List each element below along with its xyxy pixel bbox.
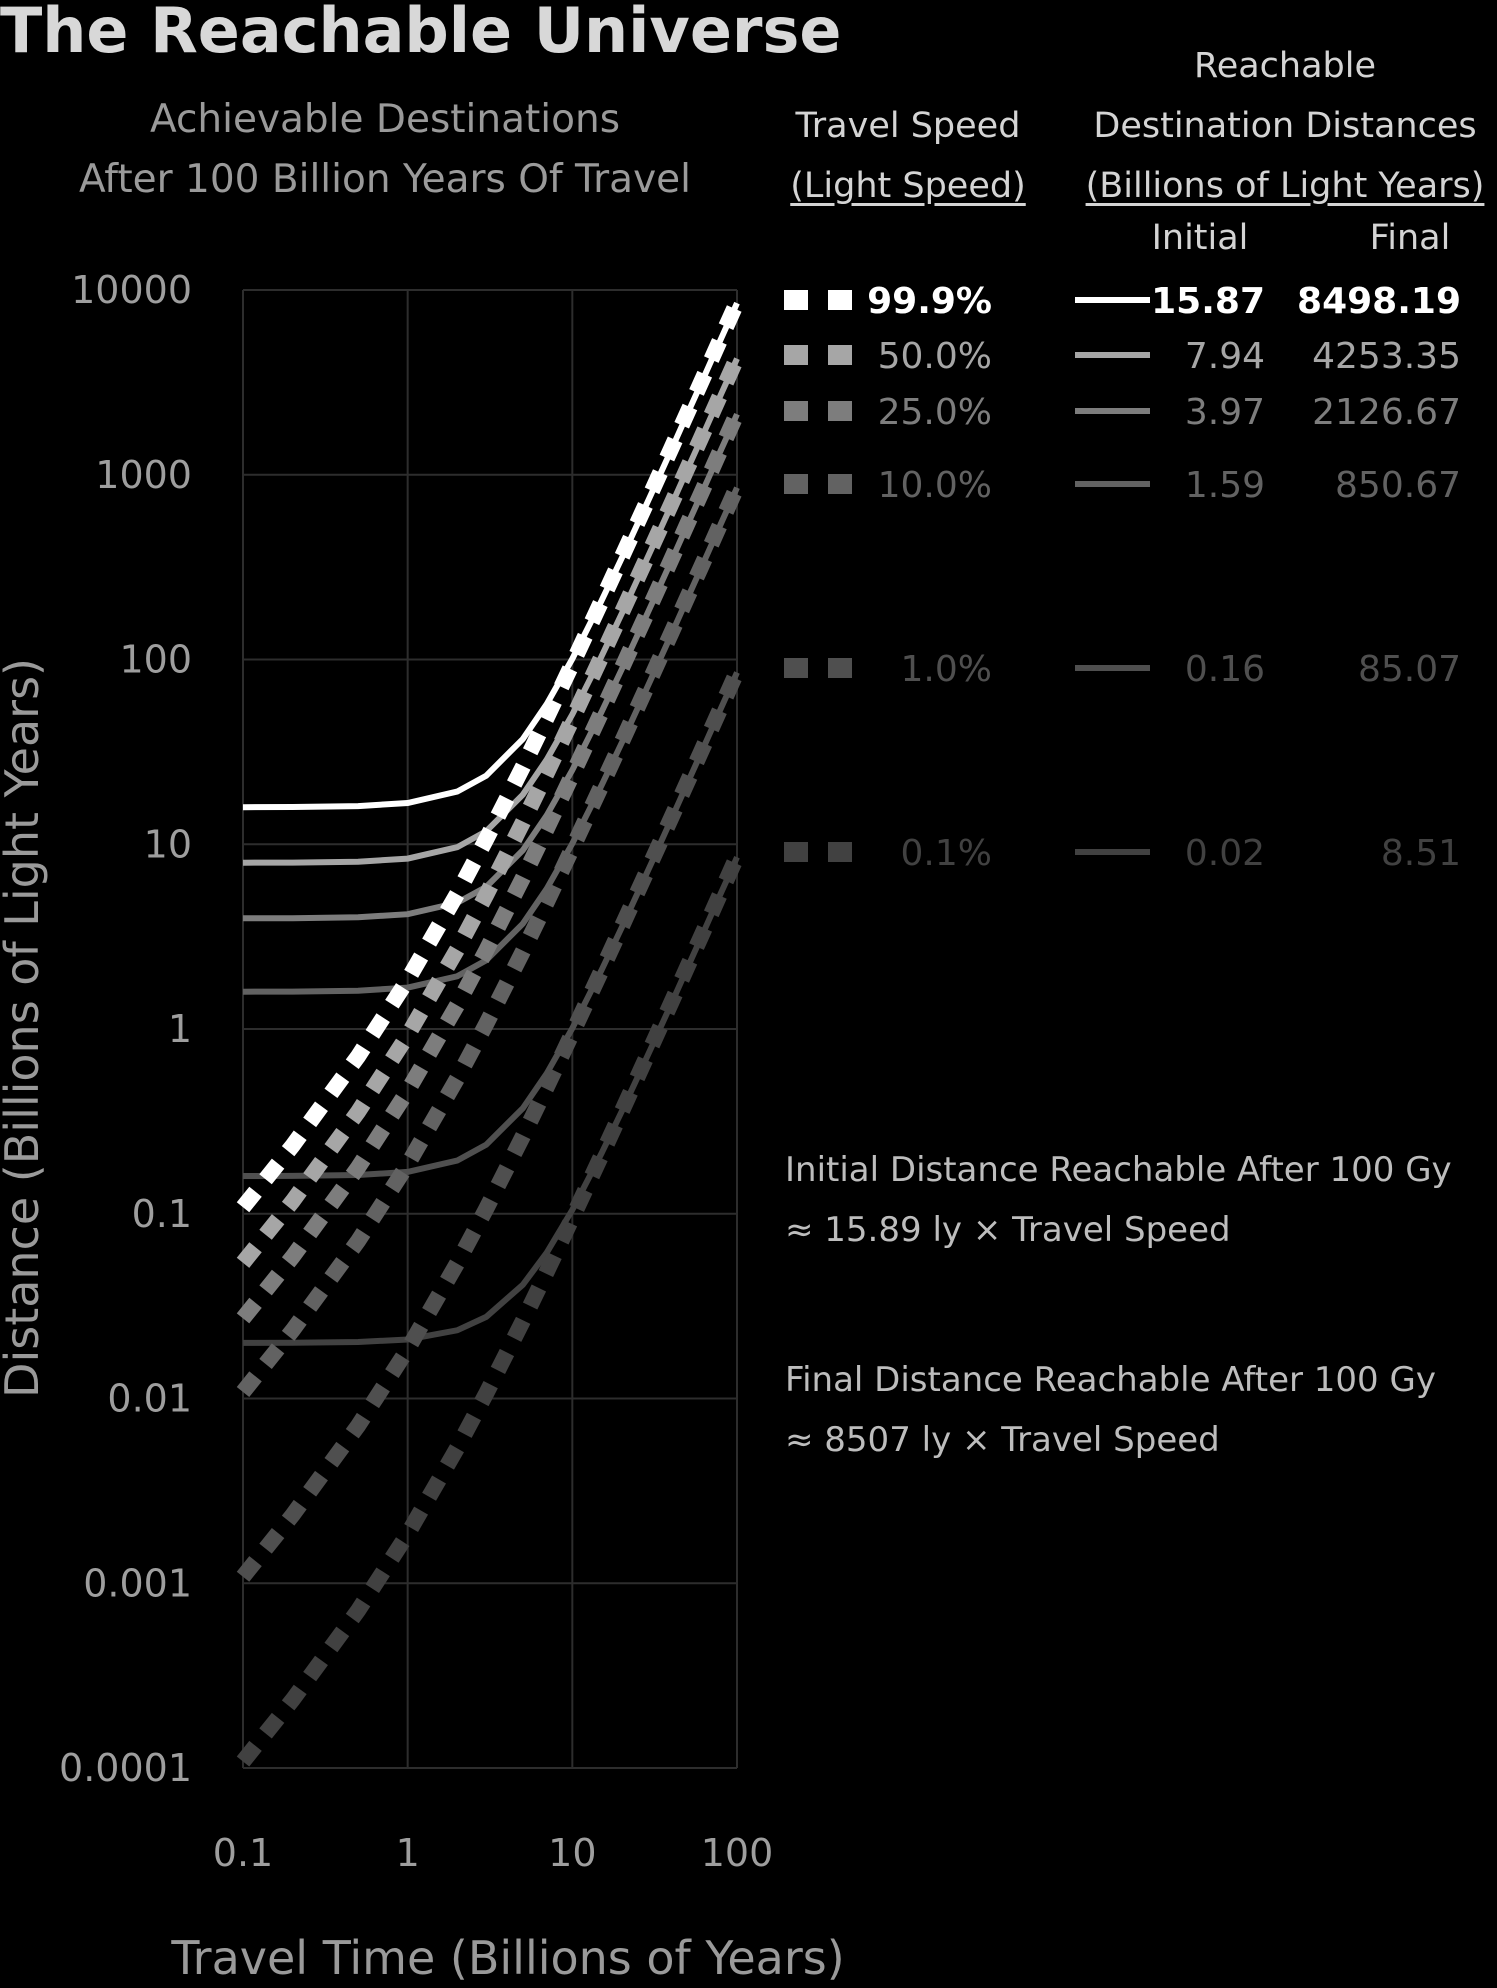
series-initial-curve xyxy=(242,671,740,1179)
x-tick-label: 100 xyxy=(701,1831,774,1875)
distance-header-line-1: Reachable xyxy=(1193,46,1377,86)
legend-initial-value: 15.87 xyxy=(1151,281,1265,322)
legend-initial-value: 1.59 xyxy=(1185,465,1265,506)
y-tick-labels: 10000 1000 100 10 1 0.1 0.01 0.001 0.0001 xyxy=(59,268,192,1790)
x-axis-title: Travel Time (Billions of Years) xyxy=(170,1931,844,1985)
y-tick-label: 1000 xyxy=(95,453,192,497)
legend-line-swatch xyxy=(1075,665,1150,671)
legend-dash-swatch xyxy=(828,345,852,365)
y-tick-label: 10000 xyxy=(71,268,192,312)
annotation-initial-line-2: ≈ 15.89 ly × Travel Speed xyxy=(785,1210,1231,1250)
distance-header-line-3: (Billions of Light Years) xyxy=(1085,166,1485,206)
series-initial-curve xyxy=(242,301,740,811)
legend-final-value: 4253.35 xyxy=(1312,336,1461,377)
subtitle-line-1: Achievable Destinations xyxy=(149,97,621,142)
legend-final-value: 8.51 xyxy=(1381,833,1461,874)
legend-dash-swatch xyxy=(828,290,852,310)
y-tick-label: 0.1 xyxy=(132,1192,192,1236)
annotation-final: Final Distance Reachable After 100 Gy ≈ … xyxy=(785,1350,1436,1470)
final-column-header: Final xyxy=(1369,218,1451,258)
initial-column-header: Initial xyxy=(1151,218,1249,258)
legend-speed-label: 0.1% xyxy=(901,833,992,874)
x-tick-label: 0.1 xyxy=(213,1831,273,1875)
chart-subtitle: Achievable Destinations After 100 Billio… xyxy=(30,90,740,210)
y-axis-title: Distance (Billions of Light Years) xyxy=(0,658,49,1398)
series-initial-curve xyxy=(242,412,740,922)
y-tick-label: 0.0001 xyxy=(59,1746,192,1790)
legend-speed-label: 50.0% xyxy=(878,336,992,377)
legend-dash-swatch xyxy=(828,401,852,421)
series-dashed-curve xyxy=(236,410,745,1324)
x-tick-labels: 0.1 1 10 100 xyxy=(213,1831,773,1875)
legend-dash-swatch xyxy=(784,290,808,310)
x-tick-label: 10 xyxy=(548,1831,596,1875)
annotation-initial-line-1: Initial Distance Reachable After 100 Gy xyxy=(785,1150,1452,1190)
chart-title: The Reachable Universe xyxy=(0,0,842,67)
speed-legend-header: Travel Speed (Light Speed) xyxy=(778,96,1038,216)
legend-initial-value: 0.02 xyxy=(1185,833,1265,874)
speed-header-line-2: (Light Speed) xyxy=(790,166,1026,206)
legend-final-value: 850.67 xyxy=(1335,465,1461,506)
legend-line-swatch xyxy=(1075,481,1150,487)
annotation-final-line-2: ≈ 8507 ly × Travel Speed xyxy=(785,1420,1220,1460)
legend-dash-swatch xyxy=(784,401,808,421)
legend-line-swatch xyxy=(1075,408,1150,414)
series-dashed-curve xyxy=(236,483,745,1398)
series-dashed-curve xyxy=(236,668,745,1582)
y-tick-label: 0.001 xyxy=(83,1561,192,1605)
distance-header-line-2: Destination Distances xyxy=(1093,106,1477,146)
legend-dash-swatch xyxy=(828,658,852,678)
legend-speed-label: 25.0% xyxy=(878,392,992,433)
speed-header-line-1: Travel Speed xyxy=(795,106,1021,146)
annotation-initial: Initial Distance Reachable After 100 Gy … xyxy=(785,1140,1452,1260)
x-tick-label: 1 xyxy=(396,1831,420,1875)
legend-final-value: 85.07 xyxy=(1358,649,1461,690)
legend-dash-swatch xyxy=(828,842,852,862)
series-initial-curve xyxy=(242,855,740,1346)
series-dashed-curve xyxy=(236,853,745,1767)
annotation-final-line-1: Final Distance Reachable After 100 Gy xyxy=(785,1360,1436,1400)
y-tick-label: 10 xyxy=(144,822,192,866)
series-initial-curve xyxy=(242,357,740,866)
legend-line-swatch xyxy=(1075,297,1150,303)
legend-speed-label: 99.9% xyxy=(867,281,992,322)
series-dashed-curve xyxy=(236,299,745,1213)
legend-final-value: 2126.67 xyxy=(1312,392,1461,433)
legend-speed-label: 1.0% xyxy=(901,649,992,690)
legend-dash-swatch xyxy=(784,842,808,862)
y-tick-label: 0.01 xyxy=(107,1377,192,1421)
series-curves xyxy=(236,299,745,1767)
legend-final-value: 8498.19 xyxy=(1297,281,1461,322)
legend-dash-swatch xyxy=(784,658,808,678)
subtitle-line-2: After 100 Billion Years Of Travel xyxy=(78,157,691,202)
legend-speed-label: 10.0% xyxy=(878,465,992,506)
distance-legend-header: Reachable Destination Distances (Billion… xyxy=(1070,36,1497,216)
y-tick-label: 1 xyxy=(168,1007,192,1051)
series-initial-curve xyxy=(242,486,740,995)
legend-line-swatch xyxy=(1075,849,1150,855)
series-dashed-curve xyxy=(236,354,745,1268)
legend-dash-swatch xyxy=(828,474,852,494)
legend-initial-value: 7.94 xyxy=(1185,336,1265,377)
legend-dash-swatch xyxy=(784,474,808,494)
y-tick-label: 100 xyxy=(119,638,192,682)
legend-line-swatch xyxy=(1075,352,1150,358)
legend: 99.9% 15.87 8498.19 50.0% 7.94 4253.35 25.0% 3.… xyxy=(784,281,1461,874)
legend-initial-value: 3.97 xyxy=(1185,392,1265,433)
legend-dash-swatch xyxy=(784,345,808,365)
legend-initial-value: 0.16 xyxy=(1185,649,1265,690)
